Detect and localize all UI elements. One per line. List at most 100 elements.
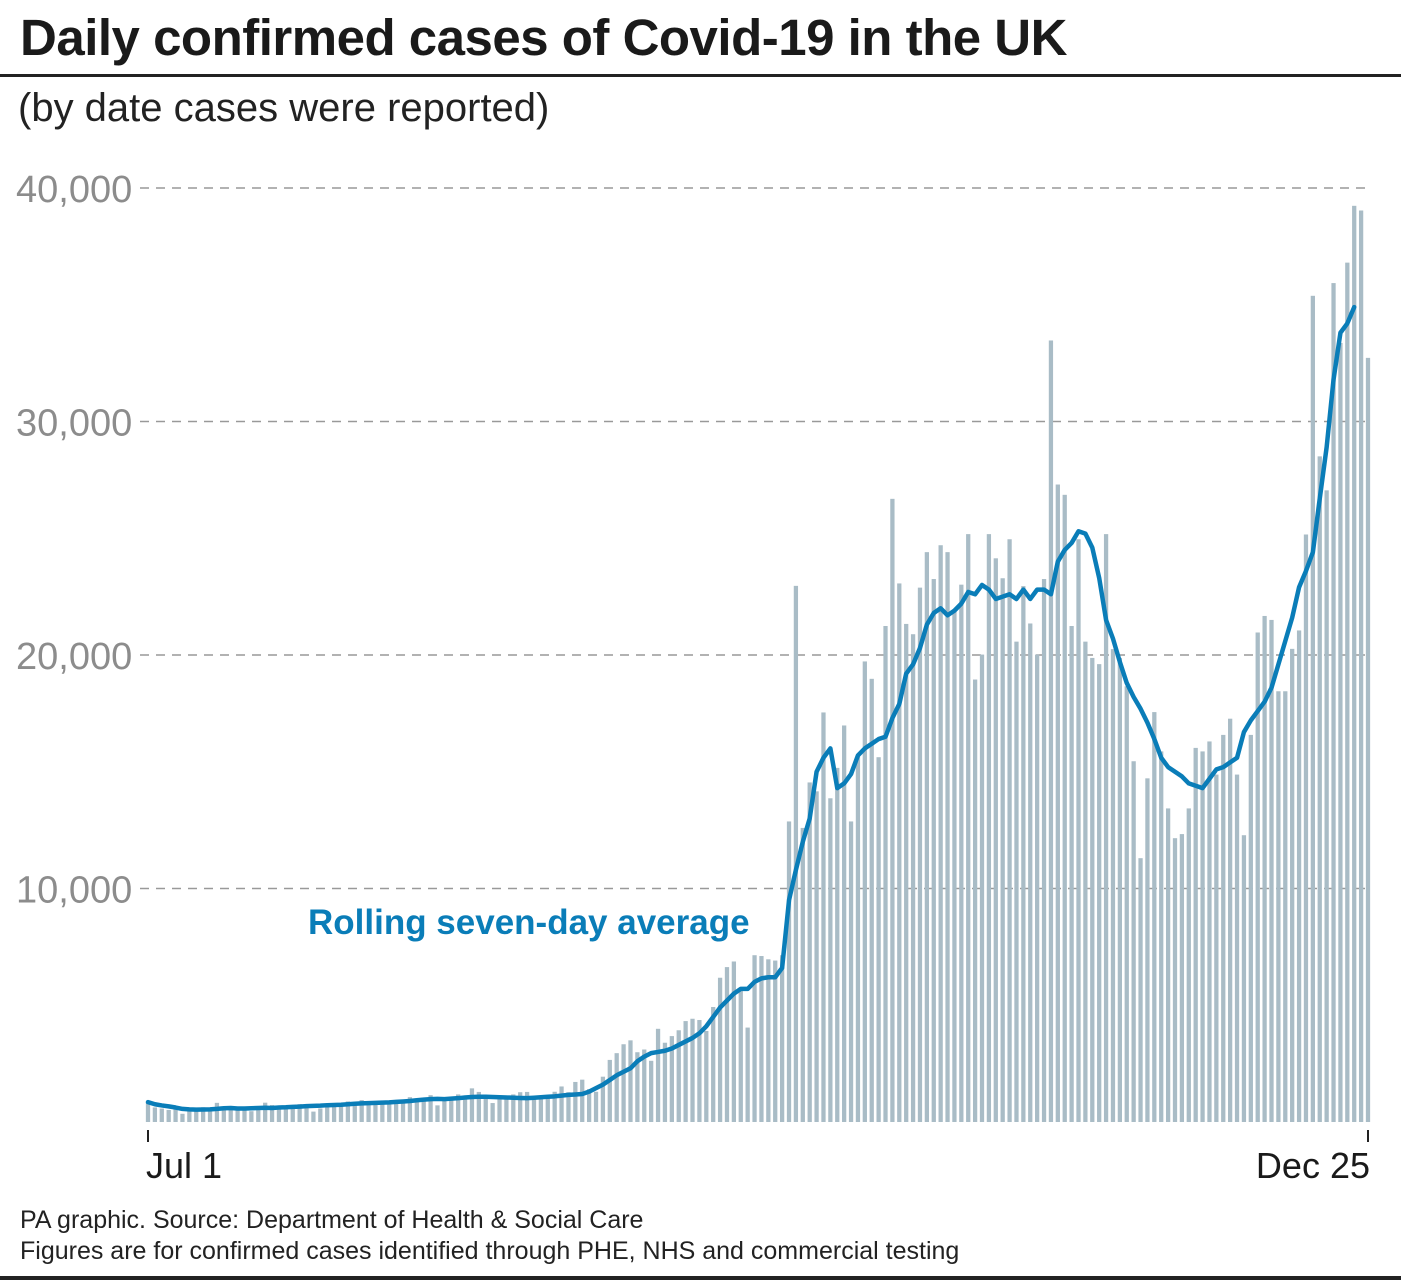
bar	[1021, 586, 1026, 1122]
bar	[180, 1113, 185, 1122]
bar	[1221, 734, 1226, 1122]
bar	[297, 1104, 302, 1122]
bar	[1124, 686, 1129, 1122]
bar	[979, 654, 985, 1122]
bar	[228, 1109, 233, 1122]
bar	[421, 1097, 426, 1122]
bar	[152, 1107, 158, 1122]
bar	[821, 712, 826, 1122]
bar	[1255, 632, 1260, 1122]
bar	[600, 1076, 606, 1122]
bar	[1193, 747, 1198, 1122]
bar	[738, 989, 743, 1122]
bar	[1152, 712, 1157, 1122]
bar	[917, 587, 923, 1122]
bar	[800, 827, 805, 1122]
bar	[683, 1021, 688, 1122]
x-axis: Jul 1 Dec 25	[146, 1130, 1370, 1186]
bar	[290, 1106, 295, 1122]
bar	[1358, 210, 1364, 1122]
bar	[1131, 761, 1136, 1122]
bar	[593, 1091, 599, 1122]
bar	[855, 756, 861, 1122]
bar	[1290, 648, 1295, 1122]
bar	[786, 821, 792, 1122]
bar	[221, 1106, 226, 1122]
bar	[621, 1044, 626, 1122]
bar	[952, 610, 957, 1122]
chart: 10,000 20,000 30,000 40,000 Jul 1 Dec 25 Rol…	[16, 169, 1371, 1186]
bar	[614, 1053, 619, 1122]
bar	[1117, 657, 1122, 1122]
bar	[1296, 630, 1302, 1122]
bar	[187, 1108, 192, 1122]
bar	[1055, 484, 1060, 1122]
bar	[1172, 838, 1178, 1122]
bar	[394, 1101, 399, 1122]
x-tick-label: Dec 25	[1256, 1145, 1370, 1186]
bar	[1090, 657, 1095, 1122]
x-tick-label: Jul 1	[146, 1145, 222, 1186]
bar	[1048, 340, 1054, 1123]
bar	[883, 626, 888, 1122]
bar	[828, 798, 833, 1122]
bar	[338, 1104, 344, 1122]
bar	[904, 623, 909, 1122]
bar	[476, 1091, 481, 1122]
bar	[359, 1100, 364, 1122]
bar	[207, 1110, 213, 1122]
bar	[283, 1108, 288, 1122]
bar	[993, 558, 998, 1122]
bar	[945, 552, 950, 1122]
y-tick-label: 30,000	[16, 403, 132, 445]
bar	[552, 1091, 557, 1122]
bar	[380, 1104, 385, 1122]
rolling-average-line	[145, 304, 1357, 1112]
y-tick-label: 20,000	[16, 636, 132, 678]
bar	[159, 1108, 164, 1122]
bar	[655, 1028, 661, 1122]
bar	[773, 960, 778, 1122]
bar	[1145, 778, 1150, 1122]
bar	[345, 1101, 351, 1122]
bar	[1007, 539, 1012, 1122]
y-tick-label: 40,000	[16, 169, 132, 211]
bar	[876, 757, 881, 1122]
bar	[972, 679, 978, 1122]
bar	[1207, 741, 1212, 1122]
bar	[1103, 534, 1109, 1122]
bar	[1062, 494, 1067, 1122]
gridlines: 10,000 20,000 30,000 40,000	[16, 169, 1368, 912]
bar	[235, 1108, 240, 1122]
chart-title: Daily confirmed cases of Covid-19 in the…	[20, 9, 1067, 66]
bar	[194, 1109, 199, 1122]
bar	[924, 552, 929, 1122]
bar	[766, 959, 771, 1122]
bar	[690, 1018, 695, 1122]
bar	[407, 1097, 413, 1122]
footer-rule	[0, 1276, 1401, 1280]
bar	[325, 1104, 330, 1122]
bar	[676, 1030, 681, 1122]
bar	[959, 584, 964, 1122]
bar	[1097, 664, 1102, 1122]
bar	[697, 1020, 702, 1122]
bar	[373, 1102, 378, 1122]
footer-note: Figures are for confirmed cases identifi…	[20, 1237, 960, 1265]
bar	[724, 967, 730, 1122]
bar	[173, 1106, 178, 1122]
bar	[1365, 357, 1371, 1122]
bar	[1110, 649, 1116, 1122]
bar	[669, 1036, 674, 1122]
bar	[201, 1107, 206, 1122]
bar	[1262, 615, 1267, 1122]
bar	[511, 1094, 516, 1122]
bar	[442, 1098, 447, 1122]
bar	[862, 661, 867, 1122]
bar	[1331, 283, 1336, 1123]
bar	[649, 1060, 654, 1122]
bar	[1317, 456, 1322, 1122]
bar	[1276, 691, 1281, 1122]
bar	[938, 545, 943, 1122]
bar	[166, 1109, 171, 1122]
